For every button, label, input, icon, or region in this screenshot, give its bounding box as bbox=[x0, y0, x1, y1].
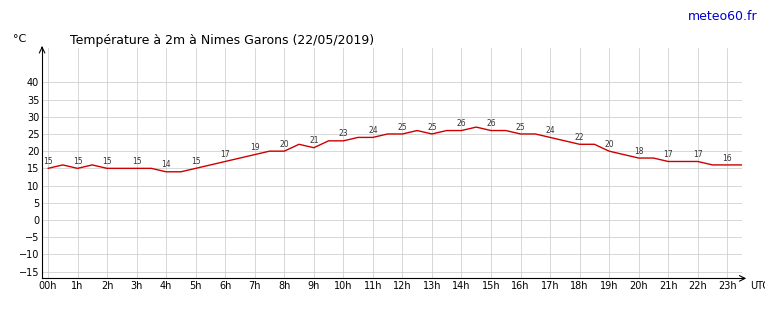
Text: 15: 15 bbox=[43, 157, 53, 166]
Text: °C: °C bbox=[13, 34, 26, 44]
Text: Température à 2m à Nimes Garons (22/05/2019): Température à 2m à Nimes Garons (22/05/2… bbox=[70, 34, 374, 47]
Text: 14: 14 bbox=[161, 160, 171, 169]
Text: 26: 26 bbox=[457, 119, 467, 128]
Text: 25: 25 bbox=[427, 123, 437, 132]
Text: meteo60.fr: meteo60.fr bbox=[688, 10, 757, 23]
Text: 16: 16 bbox=[722, 154, 732, 163]
Text: 21: 21 bbox=[309, 136, 318, 145]
Text: 24: 24 bbox=[545, 126, 555, 135]
Text: 17: 17 bbox=[693, 150, 702, 159]
Text: 15: 15 bbox=[73, 157, 83, 166]
Text: 15: 15 bbox=[103, 157, 112, 166]
Text: 15: 15 bbox=[190, 157, 200, 166]
Text: 22: 22 bbox=[575, 133, 584, 142]
Text: 17: 17 bbox=[220, 150, 230, 159]
Text: 15: 15 bbox=[132, 157, 142, 166]
Text: 25: 25 bbox=[516, 123, 526, 132]
Text: 17: 17 bbox=[663, 150, 673, 159]
Text: 20: 20 bbox=[604, 140, 614, 149]
Text: 19: 19 bbox=[250, 143, 259, 152]
Text: 20: 20 bbox=[279, 140, 289, 149]
Text: 24: 24 bbox=[368, 126, 378, 135]
Text: UTC: UTC bbox=[750, 281, 765, 291]
Text: 23: 23 bbox=[339, 130, 348, 139]
Text: 25: 25 bbox=[398, 123, 407, 132]
Text: 18: 18 bbox=[634, 147, 643, 156]
Text: 26: 26 bbox=[487, 119, 496, 128]
